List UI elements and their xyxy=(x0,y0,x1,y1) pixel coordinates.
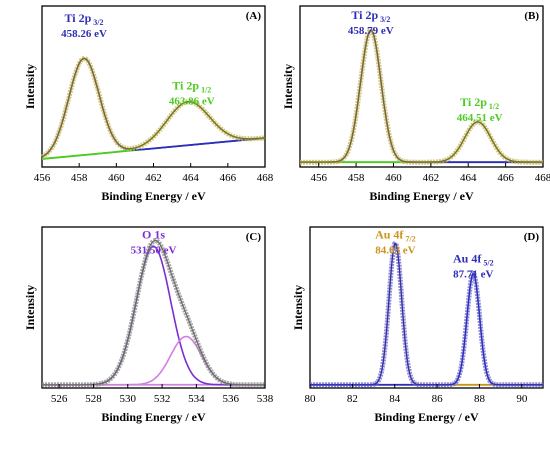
plot-frame xyxy=(309,226,544,389)
panel-label: (A) xyxy=(246,10,262,22)
x-tick-label: 528 xyxy=(85,393,102,405)
x-tick-label: 456 xyxy=(34,172,51,184)
x-tick-label: 456 xyxy=(310,172,327,184)
x-tick-label: 458 xyxy=(71,172,88,184)
data-points xyxy=(42,237,265,388)
panel-label: (B) xyxy=(524,10,539,22)
panel-label: (C) xyxy=(246,231,262,243)
component-peak-1 xyxy=(310,272,543,386)
x-tick-label: 466 xyxy=(220,172,237,184)
envelope-fit xyxy=(310,242,543,386)
peak-value-label: 458.79 eV xyxy=(348,25,394,37)
x-tick-label: 464 xyxy=(182,172,199,184)
peak-name-label: Ti 2p 1/2 xyxy=(172,79,211,95)
x-tick-label: 538 xyxy=(257,393,274,405)
x-tick-label: 468 xyxy=(535,172,550,184)
x-tick-label: 90 xyxy=(516,393,528,405)
x-tick-label: 460 xyxy=(385,172,402,184)
x-tick-label: 460 xyxy=(108,172,125,184)
y-axis-label: Intensity xyxy=(23,285,37,330)
peak-name-label: Ti 2p 3/2 xyxy=(351,8,390,24)
data-points xyxy=(300,27,543,165)
peak-value-label: 464.51 eV xyxy=(457,112,503,124)
x-tick-label: 464 xyxy=(460,172,477,184)
peak-name-label: O 1s xyxy=(142,227,165,241)
y-axis-label: Intensity xyxy=(23,64,37,109)
xps-panel-0: 456 458 460 462 464 466 468 Binding Energy / eV… xyxy=(23,5,274,203)
peak-value-label: 84.03 eV xyxy=(375,244,415,256)
x-tick-label: 536 xyxy=(222,393,239,405)
peak-value-label: 458.26 eV xyxy=(61,28,107,40)
xps-panel-1: 456 458 460 462 464 466 468 Binding Energy / eV… xyxy=(281,5,550,203)
x-tick-label: 466 xyxy=(497,172,514,184)
x-tick-label: 82 xyxy=(347,393,358,405)
panel-label: (D) xyxy=(524,231,540,243)
peak-value-label: 463.86 eV xyxy=(169,96,215,108)
plot-frame xyxy=(299,5,544,168)
x-axis-label: Binding Energy / eV xyxy=(101,189,206,203)
peak-name-label: Ti 2p 3/2 xyxy=(64,11,103,27)
peak-name-label: Ti 2p 1/2 xyxy=(460,95,499,111)
peak-name-label: Au 4f 7/2 xyxy=(375,227,416,243)
envelope-fit xyxy=(41,57,265,158)
component-peak-1 xyxy=(42,335,265,386)
plot-frame xyxy=(41,226,266,389)
peak-value-label: 87.71 eV xyxy=(453,268,493,280)
peak-value-label: 531.50 eV xyxy=(131,244,177,256)
component-peak-1 xyxy=(42,100,265,160)
envelope-fit xyxy=(42,239,265,386)
x-axis-label: Binding Energy / eV xyxy=(374,410,479,424)
x-tick-label: 526 xyxy=(51,393,68,405)
xps-panel-3: 80 82 84 86 88 90 Binding Energy / eV Intensity… xyxy=(291,226,544,424)
x-tick-label: 84 xyxy=(389,393,401,405)
component-peak-0 xyxy=(42,245,265,386)
envelope-fit xyxy=(300,29,543,163)
x-tick-label: 86 xyxy=(432,393,444,405)
x-tick-label: 534 xyxy=(188,393,205,405)
x-tick-label: 530 xyxy=(120,393,137,405)
y-axis-label: Intensity xyxy=(281,64,295,109)
component-peak-0 xyxy=(310,242,543,386)
x-axis-label: Binding Energy / eV xyxy=(369,189,474,203)
component-peak-0 xyxy=(300,29,543,163)
x-tick-label: 458 xyxy=(348,172,365,184)
x-tick-label: 462 xyxy=(145,172,162,184)
data-points xyxy=(310,240,543,388)
x-tick-label: 462 xyxy=(423,172,440,184)
x-tick-label: 468 xyxy=(257,172,274,184)
x-tick-label: 80 xyxy=(305,393,317,405)
x-axis-label: Binding Energy / eV xyxy=(101,410,206,424)
x-tick-label: 532 xyxy=(154,393,171,405)
x-tick-label: 88 xyxy=(474,393,486,405)
xps-panel-2: 526 528 530 532 534 536 538 Binding Energy / eV… xyxy=(23,226,274,424)
peak-name-label: Au 4f 5/2 xyxy=(453,251,494,267)
component-peak-1 xyxy=(300,121,543,163)
y-axis-label: Intensity xyxy=(291,285,305,330)
